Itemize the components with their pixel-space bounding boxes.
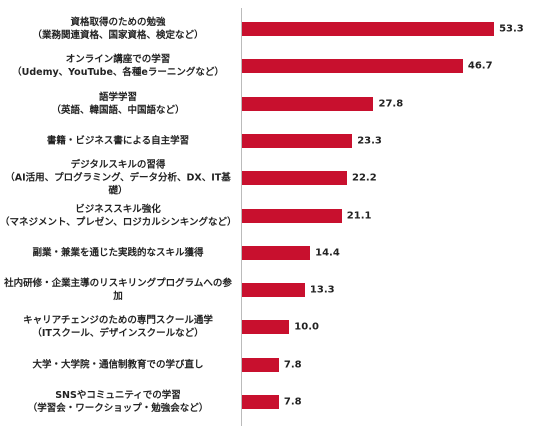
value-label: 7.8 <box>283 359 302 371</box>
bar <box>242 357 279 372</box>
bar <box>242 22 495 36</box>
value-label: 13.3 <box>309 284 335 296</box>
bar <box>242 283 305 298</box>
value-label: 27.8 <box>378 98 404 110</box>
category-label: オンライン講座での学習 （Udemy、YouTube、各種eラーニングなど） <box>12 54 224 79</box>
value-label: 53.3 <box>499 23 524 35</box>
value-label: 14.4 <box>315 247 340 259</box>
category-label: 社内研修・企業主導のリスキリングプログラムへの参加 <box>4 278 232 303</box>
bar <box>242 59 463 74</box>
bar <box>242 395 279 409</box>
axis-line <box>241 8 242 426</box>
bar <box>242 245 311 260</box>
bar <box>242 96 374 111</box>
bar <box>242 133 353 148</box>
category-label: デジタルスキルの習得 （AI活用、プログラミング、データ分析、DX、IT基礎） <box>5 159 231 197</box>
bar <box>242 320 290 335</box>
value-label: 46.7 <box>467 60 493 72</box>
category-label: 副業・兼業を通じた実践的なスキル獲得 <box>32 247 204 259</box>
category-label: 語学学習 （英語、韓国語、中国語など） <box>51 91 185 116</box>
bar <box>242 171 347 186</box>
category-label: ビジネススキル強化 （マネジメント、プレゼン、ロジカルシンキングなど） <box>0 203 237 228</box>
value-label: 23.3 <box>357 135 382 147</box>
value-label: 21.1 <box>346 210 372 221</box>
bar <box>242 208 342 223</box>
category-label: 大学・大学院・通信制教育での学び直し <box>32 359 204 371</box>
category-label: 資格取得のための勉強 （業務関連資格、国家資格、検定など） <box>32 17 204 41</box>
category-label: SNSやコミュニティでの学習 （学習会・ワークショップ・勉強会など） <box>27 390 209 414</box>
value-label: 22.2 <box>352 172 377 184</box>
category-label: 書籍・ビジネス書による自主学習 <box>46 135 190 147</box>
value-label: 7.8 <box>283 396 302 408</box>
value-label: 10.0 <box>294 321 319 333</box>
category-label: キャリアチェンジのための専門スクール通学 （ITスクール、デザインスクールなど） <box>23 315 213 340</box>
